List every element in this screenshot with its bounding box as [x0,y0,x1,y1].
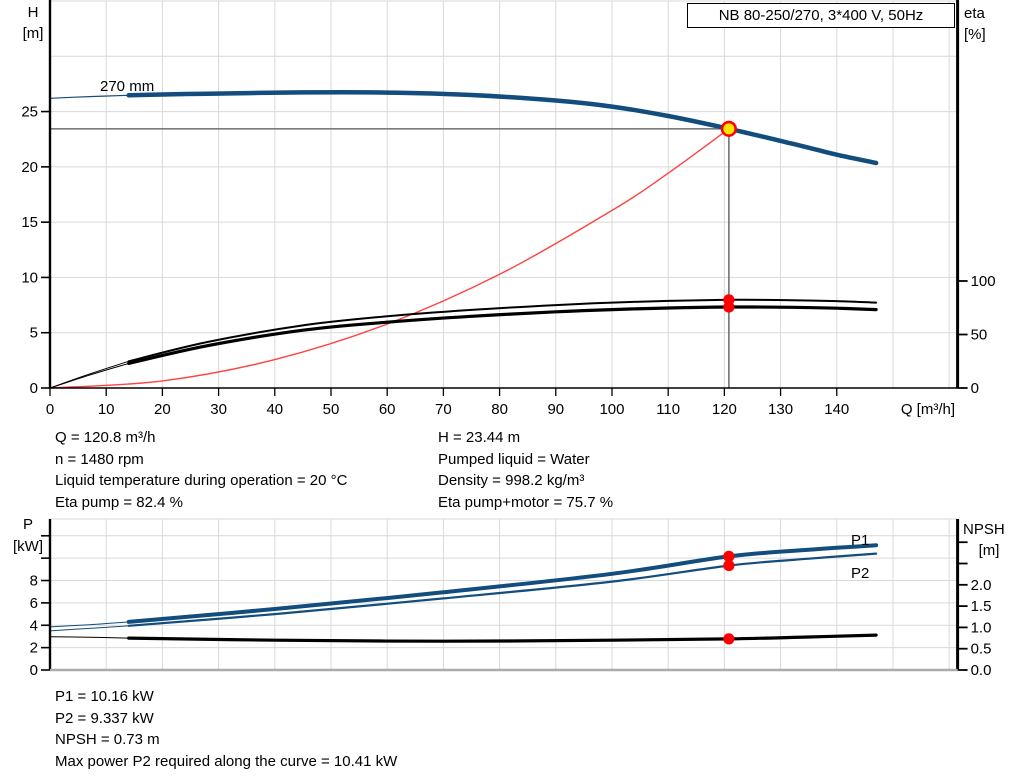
left-axis-tick-label: 15 [21,214,38,231]
x-axis-tick-label: 90 [547,401,564,418]
curve-system-curve [49,128,730,389]
info-line: Q = 120.8 m³/h [55,429,156,446]
pump-title: NB 80-250/270, 3*400 V, 50Hz [718,7,924,24]
curve-p1-lead-in- [49,621,130,628]
x-axis-tick-label: 50 [323,401,340,418]
curve-npsh [127,633,878,643]
info-line: Density = 998.2 kg/m³ [438,472,585,489]
x-axis-tick-label: 20 [154,401,171,418]
right-axis-title: [m] [979,542,1000,559]
info-line: Liquid temperature during operation = 20… [55,472,348,489]
left-axis-title: H [28,4,39,21]
curve-label: 270 mm [100,78,154,95]
info-line: P1 = 10.16 kW [55,688,154,705]
info-line: P2 = 9.337 kW [55,709,154,727]
x-axis-tick-label: 80 [491,401,508,418]
x-axis-tick-label: 40 [266,401,283,418]
duty-info-left: Q = 120.8 m³/h n = 1480 rpm Liquid tempera… [55,427,347,513]
curve-label: P1 [851,532,869,549]
left-axis-tick-label: 10 [21,269,38,286]
x-axis-tick-label: 110 [656,401,680,418]
duty-value-dot [723,550,735,562]
curve-h-q-270-mm-lead-in- [49,94,130,99]
right-axis-tick-label: 0.0 [971,662,992,679]
info-line: Eta pump+motor = 75.7 % [438,493,614,511]
x-axis-tick-label: 130 [768,401,793,418]
left-axis-tick-label: 20 [21,159,38,176]
right-axis-tick-label: 1.0 [971,619,992,636]
curve-label: P2 [851,565,869,582]
x-axis-tick-label: 30 [210,401,227,418]
curve-eta-pump-motor-lead-in- [49,362,130,389]
left-axis-title: [kW] [13,538,43,555]
curve-p1 [126,543,879,624]
info-line: NPSH = 0.73 m [55,731,160,748]
x-axis-tick-label: 120 [712,401,737,418]
left-axis-tick-label: 25 [21,104,38,121]
curve-eta-pump-motor [127,305,878,365]
info-line: Pumped liquid = Water [438,450,590,468]
right-axis-tick-label: 100 [971,273,996,290]
right-axis-tick-label: 2.0 [971,577,992,594]
info-line: Eta pump = 82.4 % [55,493,183,511]
right-axis-tick-label: 50 [971,327,988,344]
left-axis-tick-label: 5 [30,325,38,342]
info-line: Max power P2 required along the curve = … [55,752,398,770]
right-axis-tick-label: 0.5 [971,641,992,658]
left-axis-tick-label: 6 [30,595,38,612]
x-axis-title: Q [m³/h] [901,401,955,418]
left-axis-tick-label: 2 [30,640,38,657]
curve-eta-pump [127,298,878,363]
curve-h-q-270-mm [126,90,879,166]
right-axis-title: NPSH [963,521,1005,538]
left-axis-tick-label: 0 [30,662,38,679]
x-axis-tick-label: 70 [435,401,452,418]
x-axis-tick-label: 100 [599,401,624,418]
duty-value-dot [723,559,735,572]
x-axis-tick-label: 0 [46,401,54,418]
duty-value-dot [723,301,735,313]
left-axis-tick-label: 8 [30,573,38,590]
info-line: H = 23.44 m [438,429,521,446]
x-axis-tick-label: 60 [379,401,396,418]
operating-point-dot [720,120,737,137]
right-axis-tick-label: 1.5 [971,598,992,615]
duty-value-dot [723,633,735,645]
left-axis-tick-label: 0 [30,380,38,397]
right-axis-title: eta [964,5,986,22]
curve-p2 [127,552,878,627]
right-axis-title: [%] [964,26,986,43]
curve-p2-lead-in- [49,625,130,632]
left-axis-title: P [23,516,33,533]
x-axis-tick-label: 10 [98,401,115,418]
left-axis-title: [m] [23,25,44,42]
right-axis-tick-label: 0 [971,380,979,397]
duty-info-right: H = 23.44 m Pumped liquid = Water Density … [438,427,613,513]
curve-npsh-lead-in- [49,636,130,639]
pump-title-box: NB 80-250/270, 3*400 V, 50Hz [687,3,955,28]
power-info: P1 = 10.16 kW P2 = 9.337 kW NPSH = 0.73 m M… [55,686,397,772]
left-axis-tick-label: 4 [30,617,38,634]
info-line: n = 1480 rpm [55,450,144,468]
x-axis-tick-label: 140 [824,401,849,418]
